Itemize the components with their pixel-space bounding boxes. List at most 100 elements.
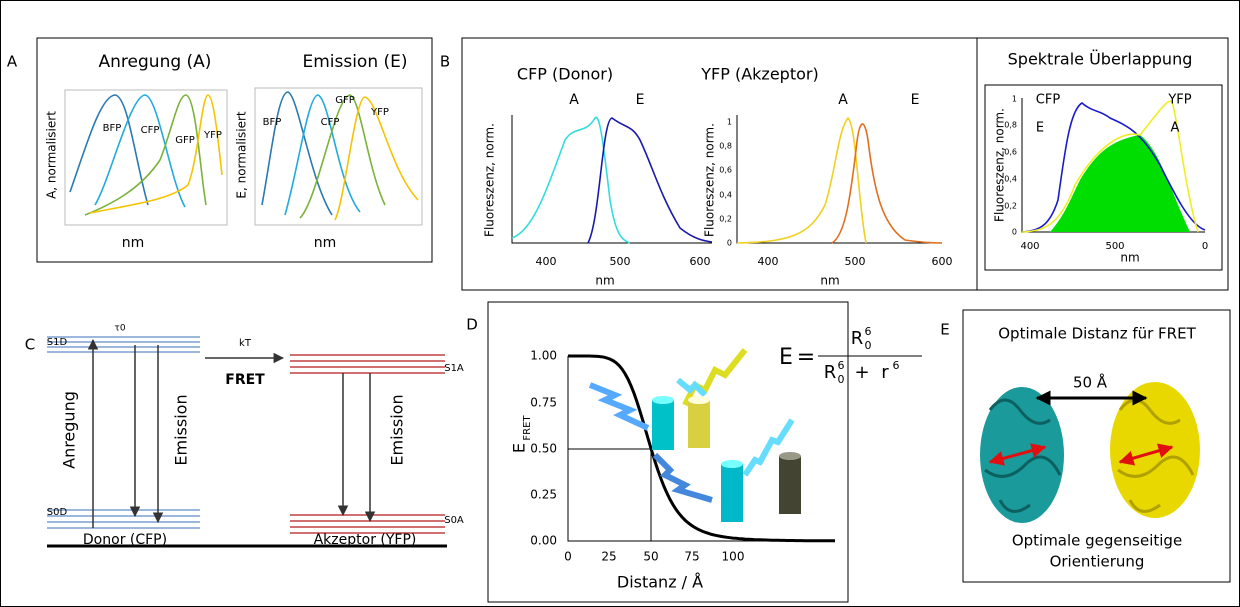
formula: r [881,362,889,383]
formula: 0 [865,339,872,352]
curve [1021,100,1199,233]
transfer-label: FRET [225,372,265,388]
efficiency-curve [568,354,835,543]
curve [89,94,223,214]
panel-label: C [25,336,35,354]
panel-a [36,37,433,263]
curve-label: E [636,92,645,108]
axis-title: A, normalisiert [45,111,59,199]
formula: 0 [838,373,845,386]
x-tick-label: 75 [684,550,699,564]
axis-title: Distanz / Å [617,573,703,592]
formula: 6 [865,325,872,338]
x-tick-label: 0 [1202,241,1208,252]
formula: E [779,345,793,370]
x-tick-label: 400 [536,255,557,268]
y-tick-label: 0,8 [1004,121,1017,130]
y-tick-label: 0 [727,239,732,248]
state-label: S1A [444,363,464,374]
y-tick-label: 0.75 [530,396,557,410]
curve-label: BFP [263,117,282,128]
rate-label: kT [239,338,252,349]
curve [1021,102,1206,233]
fluorophores [652,396,801,522]
curve [587,117,713,244]
curve-label: A [838,92,848,108]
curve [261,91,333,216]
y-tick-label: 0.50 [530,442,557,456]
curve [94,94,186,208]
curve-label: YFP [370,107,389,118]
levels-acceptor [290,354,445,534]
formula: = [797,345,815,370]
x-tick-label: 600 [932,255,953,268]
curve-label: YFP [203,130,222,141]
state-label: S0A [444,515,464,526]
panel-b [461,37,1229,291]
panel-title: Optimale Distanz für FRET [998,325,1196,343]
caption: Orientierung [1050,553,1145,571]
curve-label: GFP [335,95,355,106]
y-tick-label: 0,6 [1004,148,1017,157]
x-tick-label: 500 [845,255,866,268]
curve [284,94,361,216]
plot-title: YFP (Akzeptor) [700,65,818,84]
transitions [87,338,376,528]
donor-label: Donor (CFP) [83,532,167,548]
panel-c [47,336,447,548]
y-tick-label: 1 [727,118,732,127]
distance-label: 50 Å [1073,373,1108,392]
axis-title: nm [1120,251,1139,265]
formula: 6 [838,359,845,372]
curve-label: YFP [1167,93,1191,108]
x-tick-label: 500 [1105,241,1124,252]
plot-title: Anregung (A) [99,52,212,72]
lifetime-label: τ0 [114,324,125,334]
y-tick-label: 1.00 [530,349,557,363]
axis-title: nm [820,274,839,288]
axis [511,115,712,244]
y-tick-label: 0.25 [530,488,557,502]
axis-title: Fluoreszenz, norm. [993,108,1007,222]
plot-frame [64,89,228,226]
formula: R [824,362,837,383]
panel-label: E [940,321,949,339]
curve [69,94,149,206]
axis-title: E, normalisiert [235,111,249,198]
x-tick-label: 50 [643,550,658,564]
y-tick-label: 0,4 [719,191,732,200]
energy-arrows [588,348,795,503]
y-tick-label: 0,2 [719,215,732,224]
panel-frame [487,301,849,603]
x-tick-label: 600 [690,255,711,268]
axis-title: nm [122,235,145,251]
axis [567,356,835,542]
overlap-area [1050,135,1190,232]
process-label: Emission [172,394,191,465]
axis-title: FRET [522,415,533,441]
process-label: Anregung [60,391,79,469]
panel-d [487,301,922,603]
curve-label: A [1171,121,1180,136]
y-tick-label: 0,2 [1004,202,1017,211]
dipole-arrow [988,443,1047,466]
plot-title: CFP (Donor) [517,65,613,84]
y-tick-label: 1 [1012,95,1017,104]
plot-title: Emission (E) [302,52,407,72]
y-tick-label: 0 [1012,228,1017,237]
curve-label: GFP [175,135,195,146]
plot-title: Spektrale Überlappung [1008,50,1193,69]
protein-yfp [1110,382,1200,518]
curve [334,96,419,221]
formula: 6 [893,359,900,372]
curve-label: CFP [1036,93,1061,108]
curve [736,117,867,244]
dipole-arrow [1118,443,1174,466]
curve [511,116,631,244]
curve [299,94,386,219]
levels-donor [47,336,200,529]
panel-label: D [466,316,478,334]
panel-e [962,309,1231,583]
x-tick-label: 400 [1020,241,1039,252]
